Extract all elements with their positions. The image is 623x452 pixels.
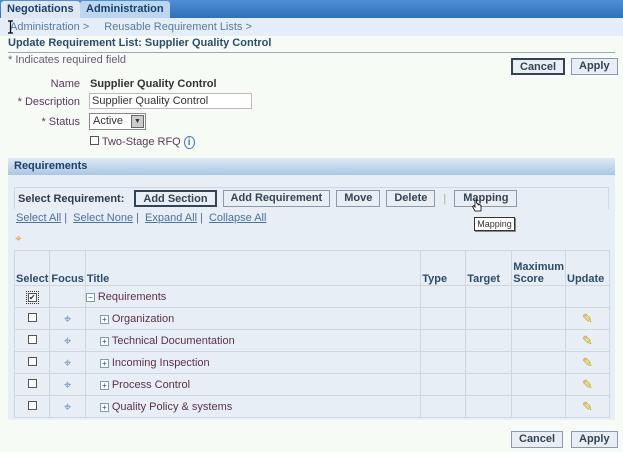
two-stage-rfq: Two-Stage RFQ i (90, 136, 195, 149)
mapping-tooltip: Mapping (474, 217, 515, 231)
col-focus: Focus (49, 250, 86, 286)
pencil-icon[interactable]: ✎ (565, 307, 610, 330)
table-row: ⌖ + Quality Policy & systems ✎ (13, 395, 610, 418)
table-row: ⌖ + Technical Documentation ✎ (13, 329, 610, 352)
col-select: Select (13, 250, 51, 286)
apply-button[interactable]: Apply (571, 58, 618, 75)
row-checkbox[interactable] (27, 356, 37, 366)
row-checkbox[interactable] (27, 334, 37, 344)
row-title: Incoming Inspection (111, 356, 210, 369)
tab-negotiations[interactable]: Negotiations (1, 1, 80, 18)
add-section-button[interactable]: Add Section (134, 190, 217, 207)
focus-icon[interactable]: ⌖ (49, 329, 86, 352)
row-title: Technical Documentation (111, 334, 235, 347)
select-requirement-label: Select Requirement: (18, 192, 125, 205)
expand-icon[interactable]: + (99, 336, 109, 346)
collapse-all-link[interactable]: Collapse All (208, 212, 267, 224)
requirements-toolbar: Select Requirement: Add Section Add Requ… (14, 187, 609, 231)
col-target: Target (465, 250, 513, 286)
mapping-wrap: Mapping Mapping (454, 190, 518, 231)
requirements-table: Select Focus Title Type Target Maximum S… (13, 250, 610, 418)
apply-button-bottom[interactable]: Apply (571, 431, 618, 448)
expand-icon[interactable]: + (99, 358, 109, 368)
focus-icon[interactable]: ⌖ (49, 373, 86, 396)
description-input[interactable] (89, 93, 252, 109)
hand-cursor-icon (472, 199, 482, 212)
select-all-checkbox[interactable]: ✔ (25, 290, 39, 304)
breadcrumb-administration[interactable]: Administration > (10, 21, 90, 33)
focus-icon[interactable]: ⌖ (49, 395, 86, 418)
pencil-icon[interactable]: ✎ (565, 329, 610, 352)
expand-icon[interactable]: + (99, 402, 109, 412)
col-type: Type (420, 250, 467, 286)
delete-button[interactable]: Delete (386, 190, 436, 207)
requirements-header: Requirements (8, 158, 615, 175)
two-stage-checkbox[interactable] (90, 136, 99, 145)
mapping-button[interactable]: Mapping (454, 190, 518, 207)
table-row: ⌖ + Process Control ✎ (13, 373, 610, 396)
info-icon[interactable]: i (183, 136, 195, 149)
cancel-button-bottom[interactable]: Cancel (511, 431, 564, 448)
description-label: * Description (17, 96, 80, 108)
focus-icon[interactable]: ⌖ (49, 307, 86, 330)
col-maximum-score: Maximum Score (511, 250, 566, 286)
expand-icon[interactable]: + (99, 380, 109, 390)
row-title: Requirements (97, 290, 167, 303)
row-checkbox[interactable] (27, 312, 37, 322)
breadcrumb-reusable-lists[interactable]: Reusable Requirement Lists > (104, 21, 252, 33)
expand-all-link[interactable]: Expand All (145, 212, 198, 224)
table-row-root: ✔ − Requirements (13, 285, 610, 308)
status-select[interactable]: Active ▼ (89, 113, 146, 130)
cancel-button[interactable]: Cancel (511, 58, 566, 75)
row-checkbox[interactable] (27, 400, 37, 410)
row-title: Process Control (111, 378, 191, 391)
pencil-icon[interactable]: ✎ (565, 395, 610, 418)
expand-icon[interactable]: + (99, 314, 109, 324)
pencil-icon[interactable]: ✎ (565, 373, 610, 396)
required-note: * Indicates required field (8, 54, 127, 66)
row-title: Organization (111, 312, 175, 325)
page-title: Update Requirement List: Supplier Qualit… (8, 37, 615, 53)
row-title: Quality Policy & systems (111, 400, 233, 413)
table-row: ⌖ + Incoming Inspection ✎ (13, 351, 610, 374)
selection-links: Select All | Select None | Expand All | Col… (16, 212, 267, 224)
status-value: Active (93, 115, 123, 127)
two-stage-label: Two-Stage RFQ (101, 136, 181, 148)
chevron-down-icon: ▼ (131, 115, 144, 128)
table-row: ⌖ + Organization ✎ (13, 307, 610, 330)
select-all-link[interactable]: Select All (16, 212, 62, 224)
select-none-link[interactable]: Select None (73, 212, 134, 224)
collapse-icon[interactable]: − (85, 292, 95, 302)
name-label: Name (50, 78, 80, 90)
add-requirement-button[interactable]: Add Requirement (222, 190, 331, 207)
divider: | (443, 192, 447, 205)
col-title: Title (84, 250, 422, 286)
tab-administration[interactable]: Administration (80, 1, 170, 18)
status-label: * Status (41, 116, 80, 128)
focus-icon[interactable]: ⌖ (49, 351, 86, 374)
text-cursor-icon (8, 20, 13, 34)
name-value: Supplier Quality Control (90, 78, 217, 90)
focus-root-icon[interactable]: ⌖ (15, 231, 22, 245)
row-checkbox[interactable] (27, 378, 37, 388)
move-button[interactable]: Move (336, 190, 381, 207)
col-update: Update (565, 250, 610, 286)
pencil-icon[interactable]: ✎ (565, 351, 610, 374)
breadcrumb: Administration > Reusable Requirement Li… (0, 18, 623, 36)
